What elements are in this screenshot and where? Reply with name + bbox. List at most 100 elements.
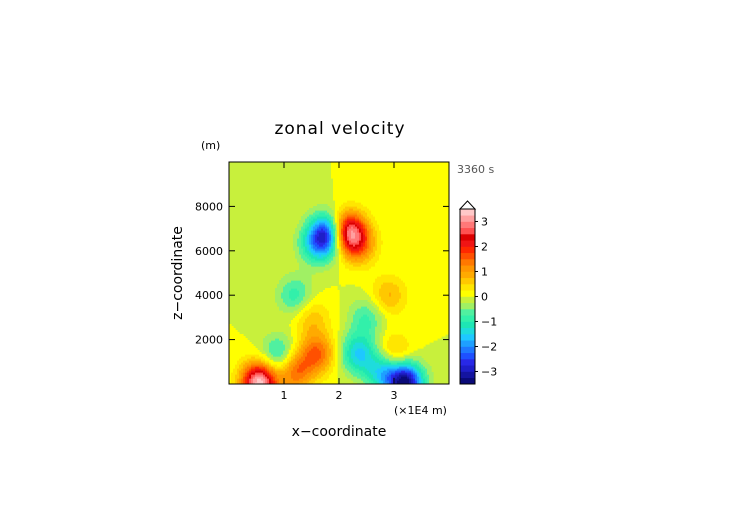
contour-cell	[425, 336, 428, 339]
contour-cell	[229, 356, 232, 359]
contour-cell	[325, 372, 328, 375]
contour-cell	[295, 272, 298, 275]
contour-cell	[293, 356, 296, 359]
contour-cell	[293, 276, 296, 279]
contour-cell	[439, 280, 442, 283]
contour-cell	[407, 308, 410, 311]
contour-cell	[429, 276, 432, 279]
contour-cell	[359, 310, 362, 313]
contour-cell	[301, 374, 304, 377]
contour-cell	[349, 332, 352, 335]
contour-cell	[307, 262, 310, 265]
contour-cell	[415, 342, 418, 345]
contour-cell	[419, 340, 422, 343]
contour-cell	[371, 328, 374, 331]
contour-cell	[325, 360, 328, 363]
contour-cell	[329, 320, 332, 323]
contour-cell	[357, 374, 360, 377]
contour-cell	[391, 336, 394, 339]
contour-cell	[385, 336, 388, 339]
contour-cell	[419, 344, 422, 347]
contour-cell	[287, 358, 290, 361]
contour-cell	[373, 372, 376, 375]
contour-cell	[445, 268, 448, 271]
contour-cell	[415, 272, 418, 275]
contour-cell	[245, 372, 248, 375]
contour-cell	[349, 308, 352, 311]
contour-cell	[313, 264, 316, 267]
contour-cell	[231, 376, 234, 379]
contour-cell	[301, 310, 304, 313]
contour-cell	[299, 338, 302, 341]
contour-cell	[347, 360, 350, 363]
contour-cell	[289, 304, 292, 307]
contour-cell	[421, 374, 424, 377]
contour-cell	[311, 356, 314, 359]
contour-cell	[293, 360, 296, 363]
chart-title: zonal velocity	[274, 119, 405, 139]
contour-cell	[295, 352, 298, 355]
contour-cell	[233, 368, 236, 371]
contour-cell	[409, 374, 412, 377]
contour-cell	[385, 310, 388, 313]
contour-cell	[383, 270, 386, 273]
contour-cell	[361, 286, 364, 289]
contour-cell	[289, 362, 292, 365]
contour-cell	[397, 266, 400, 269]
contour-cell	[409, 306, 412, 309]
contour-cell	[421, 258, 424, 261]
contour-cell	[289, 296, 292, 299]
contour-cell	[407, 262, 410, 265]
contour-cell	[429, 298, 432, 301]
contour-cell	[401, 258, 404, 261]
contour-cell	[447, 316, 449, 319]
contour-cell	[311, 338, 314, 341]
contour-cell	[329, 356, 332, 359]
contour-cell	[309, 364, 312, 367]
contour-cell	[273, 356, 276, 359]
contour-cell	[305, 344, 308, 347]
contour-cell	[293, 322, 296, 325]
contour-cell	[327, 264, 330, 267]
contour-cell	[335, 374, 338, 377]
contour-cell	[281, 348, 284, 351]
contour-cell	[435, 288, 438, 291]
contour-cell	[417, 296, 420, 299]
contour-cell	[313, 358, 316, 361]
contour-cell	[437, 286, 440, 289]
contour-cell	[389, 340, 392, 343]
contour-cell	[249, 364, 252, 367]
contour-cell	[301, 284, 304, 287]
contour-cell	[323, 308, 326, 311]
contour-cell	[425, 306, 428, 309]
contour-cell	[237, 332, 240, 335]
contour-cell	[321, 322, 324, 325]
contour-cell	[395, 316, 398, 319]
contour-cell	[299, 328, 302, 331]
contour-cell	[307, 366, 310, 369]
contour-cell	[301, 382, 304, 384]
contour-cell	[445, 292, 448, 295]
contour-cell	[309, 266, 312, 269]
contour-cell	[293, 306, 296, 309]
contour-cell	[407, 264, 410, 267]
contour-cell	[269, 368, 272, 371]
contour-cell	[325, 322, 328, 325]
contour-cell	[371, 346, 374, 349]
contour-cell	[307, 290, 310, 293]
contour-cell	[327, 342, 330, 345]
contour-cell	[295, 328, 298, 331]
contour-cell	[435, 324, 438, 327]
contour-cell	[333, 370, 336, 373]
contour-cell	[351, 268, 354, 271]
contour-cell	[351, 310, 354, 313]
contour-cell	[311, 368, 314, 371]
contour-cell	[359, 378, 362, 381]
contour-cell	[395, 322, 398, 325]
contour-cell	[389, 268, 392, 271]
contour-cell	[357, 342, 360, 345]
contour-cell	[271, 332, 274, 335]
contour-cell	[375, 336, 378, 339]
contour-cell	[253, 348, 256, 351]
contour-cell	[295, 358, 298, 361]
